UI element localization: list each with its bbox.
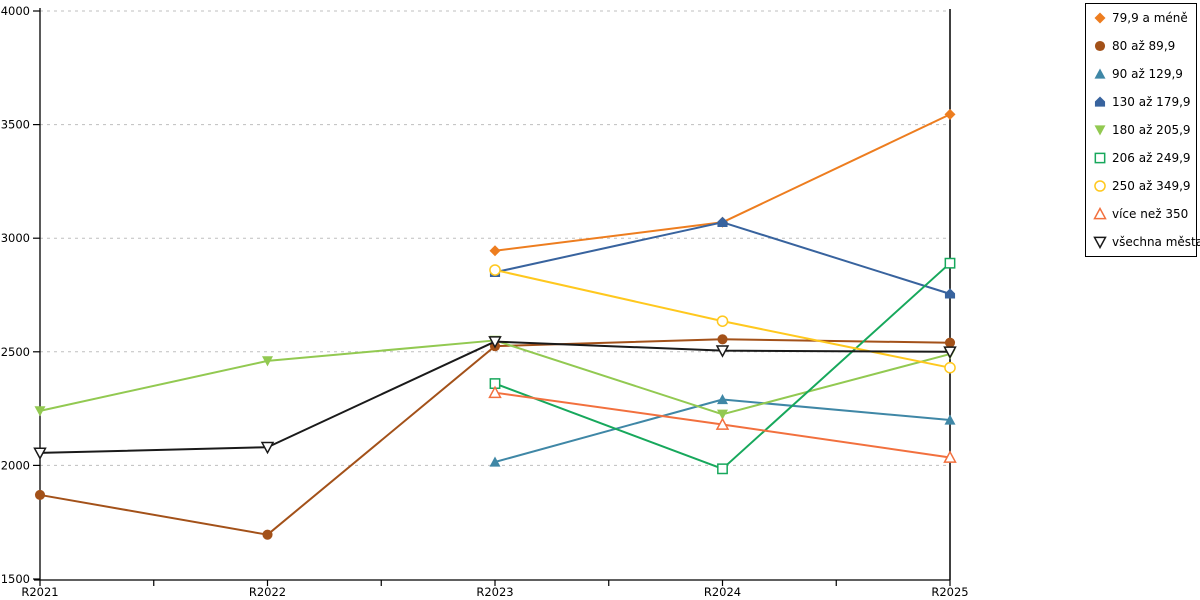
x-tick-label: R2021	[21, 585, 58, 599]
y-tick-label: 2500	[1, 345, 30, 359]
data-point-marker-s2	[944, 337, 956, 348]
data-point-marker-s2	[717, 334, 728, 345]
y-tick-label: 4000	[1, 4, 30, 18]
legend-label: všechna města	[1112, 235, 1200, 249]
legend-marker-icon	[1094, 96, 1106, 107]
x-tick-label: R2025	[931, 585, 968, 599]
data-point-marker-s6	[944, 257, 956, 269]
y-tick-label: 3000	[1, 231, 30, 245]
data-point-marker-s1	[489, 245, 501, 257]
y-tick-label: 2000	[1, 458, 30, 472]
triangle-up-marker-icon	[1093, 207, 1107, 220]
data-point-marker-s3	[489, 456, 501, 467]
circle-marker-icon	[1094, 40, 1106, 52]
data-point-marker-s6	[489, 378, 501, 390]
data-point-marker-s8	[943, 450, 957, 463]
legend-marker-icon	[1093, 207, 1107, 220]
data-point-marker-s2	[262, 529, 273, 540]
legend-label: 206 až 249,9	[1112, 151, 1191, 165]
data-point-marker-s5	[717, 409, 728, 420]
x-tick-label: R2024	[704, 585, 741, 599]
data-point-marker-s3	[944, 414, 956, 425]
data-point-marker-s9	[943, 346, 957, 359]
legend-item-7: 250 až 349,9	[1093, 178, 1194, 194]
legend-marker-icon	[1094, 40, 1106, 52]
triangle-up-marker-icon	[1094, 68, 1106, 79]
circle-marker-icon	[1094, 180, 1106, 192]
x-tick-label: R2022	[249, 585, 286, 599]
legend-label: více než 350	[1112, 207, 1189, 221]
data-point-marker-s9	[488, 336, 502, 349]
legend-marker-icon	[1093, 236, 1107, 249]
data-point-marker-s6	[717, 463, 728, 475]
legend-label: 130 až 179,9	[1112, 95, 1191, 109]
legend-item-3: 90 až 129,9	[1093, 66, 1194, 82]
data-point-marker-s8	[488, 385, 502, 399]
data-point-marker-s7	[489, 264, 501, 276]
data-point-marker-s8	[715, 417, 730, 430]
pentagon-up-marker-icon	[1094, 96, 1106, 107]
legend-label: 250 až 349,9	[1112, 179, 1191, 193]
legend-item-4: 130 až 179,9	[1093, 94, 1194, 110]
data-point-marker-s4	[944, 288, 956, 299]
legend-item-2: 80 až 89,9	[1093, 38, 1194, 54]
data-point-marker-s5	[262, 356, 273, 367]
legend-label: 180 až 205,9	[1112, 123, 1191, 137]
legend-marker-icon	[1094, 180, 1106, 192]
y-tick-label: 1500	[1, 572, 30, 586]
legend-label: 79,9 a méně	[1112, 11, 1188, 25]
square-marker-icon	[1094, 152, 1106, 164]
legend-item-9: všechna města	[1093, 234, 1200, 250]
data-point-marker-s5	[34, 406, 46, 417]
data-point-marker-s1	[944, 108, 956, 120]
legend: 79,9 a méně 80 až 89,9 90 až 129,9 130 až 1…	[1085, 3, 1200, 257]
data-point-marker-s9	[33, 447, 47, 460]
legend-marker-icon	[1094, 12, 1106, 24]
legend-item-6: 206 až 249,9	[1093, 150, 1194, 166]
data-point-marker-s3	[717, 394, 728, 405]
legend-marker-icon	[1094, 152, 1106, 164]
triangle-down-marker-icon	[1094, 125, 1106, 136]
diamond-marker-icon	[1094, 12, 1106, 24]
data-point-marker-s7	[944, 361, 956, 374]
data-point-marker-s4	[717, 216, 728, 227]
x-tick-label: R2023	[476, 585, 513, 599]
legend-marker-icon	[1094, 68, 1106, 79]
legend-item-8: více než 350	[1093, 206, 1194, 222]
data-point-marker-s9	[715, 345, 730, 358]
legend-label: 80 až 89,9	[1112, 39, 1176, 53]
series-line-1	[494, 113, 951, 252]
data-point-marker-s9	[260, 441, 275, 455]
series-line-6	[494, 262, 951, 470]
legend-item-5: 180 až 205,9	[1093, 122, 1194, 138]
legend-label: 90 až 129,9	[1112, 67, 1183, 81]
series-line-4	[494, 221, 951, 295]
triangle-down-marker-icon	[1093, 236, 1107, 249]
data-point-marker-s7	[716, 315, 729, 327]
data-point-marker-s2	[34, 489, 46, 500]
y-tick-label: 3500	[1, 118, 30, 132]
legend-item-1: 79,9 a méně	[1093, 10, 1194, 26]
legend-marker-icon	[1094, 125, 1106, 136]
